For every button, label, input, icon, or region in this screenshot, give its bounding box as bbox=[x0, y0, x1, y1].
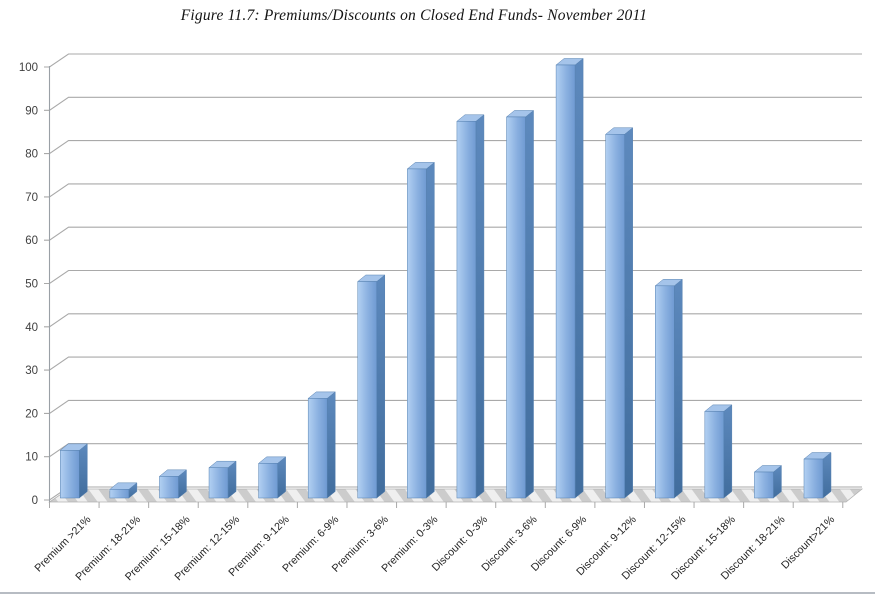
gridline-80 bbox=[44, 140, 862, 155]
bar-discount-9-12--side bbox=[624, 127, 633, 499]
bar-premium-12-15- bbox=[208, 467, 229, 499]
y-tick-label-20: 20 bbox=[25, 408, 38, 420]
bar-premium-6-9- bbox=[307, 398, 328, 499]
figure-bottom-rule bbox=[0, 592, 875, 594]
y-tick-label-60: 60 bbox=[25, 235, 38, 247]
y-tick-label-0: 0 bbox=[32, 495, 38, 507]
bar-discount>21- bbox=[803, 458, 824, 499]
bar-discount-6-9- bbox=[555, 64, 576, 499]
bar-premium-9-12- bbox=[258, 463, 278, 499]
bar-premium->21- bbox=[60, 450, 80, 499]
y-tick-label-50: 50 bbox=[25, 279, 38, 291]
bar-discount-15-18--side bbox=[723, 404, 733, 499]
bar-discount-6-9--side bbox=[574, 57, 584, 499]
y-tick-label-70: 70 bbox=[25, 192, 38, 204]
gridline-100 bbox=[44, 53, 862, 68]
gridline-70 bbox=[44, 183, 862, 198]
bar-discount-12-15--side bbox=[674, 278, 683, 499]
gridline-20 bbox=[44, 399, 862, 414]
y-tick-label-40: 40 bbox=[25, 322, 38, 334]
bar-discount-0-3--side bbox=[475, 114, 485, 499]
gridline-90 bbox=[44, 96, 862, 111]
y-tick-label-30: 30 bbox=[25, 365, 38, 377]
gridline-50 bbox=[44, 269, 862, 285]
bar-discount-0-3- bbox=[456, 121, 477, 499]
y-tick-label-10: 10 bbox=[25, 452, 38, 464]
bar-premium-9-12--side bbox=[277, 456, 286, 499]
gridline-60 bbox=[44, 226, 862, 241]
bar-premium-3-6- bbox=[357, 281, 378, 499]
gridline-10 bbox=[44, 443, 862, 458]
y-tick-label-90: 90 bbox=[25, 105, 38, 117]
chart-title: Figure 11.7: Premiums/Discounts on Close… bbox=[180, 7, 648, 24]
y-tick-label-100: 100 bbox=[19, 62, 38, 74]
gridline-30 bbox=[44, 356, 862, 371]
bar-discount-9-12- bbox=[605, 134, 625, 499]
bar-discount-12-15- bbox=[655, 285, 675, 499]
x-category-label: Discount>21% bbox=[779, 513, 837, 571]
y-tick-label-80: 80 bbox=[25, 149, 38, 161]
bar-discount-3-6--side bbox=[525, 109, 534, 499]
bar-premium-6-9--side bbox=[326, 391, 336, 499]
bar-premium->21--side bbox=[79, 443, 88, 499]
bar-discount-3-6- bbox=[506, 116, 526, 499]
bar-premium-3-6--side bbox=[376, 274, 386, 499]
bar-premium-0-3- bbox=[407, 168, 427, 499]
bar-premium-0-3--side bbox=[426, 161, 435, 499]
bar-premium-15-18- bbox=[159, 476, 179, 499]
gridline-40 bbox=[44, 313, 862, 328]
bar-discount-15-18- bbox=[704, 411, 725, 499]
bar-premium-18-21- bbox=[109, 489, 130, 499]
bar-discount-18-21- bbox=[754, 471, 774, 499]
bar-discount>21--side bbox=[822, 452, 832, 499]
